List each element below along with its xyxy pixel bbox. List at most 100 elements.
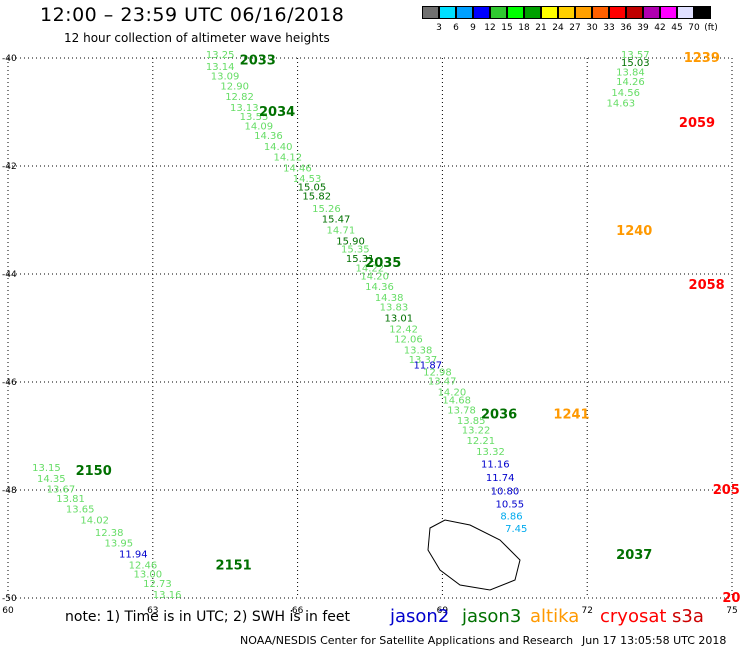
swh-value: 13.14 <box>206 62 235 73</box>
swh-value: 14.26 <box>616 77 645 88</box>
color-scale-label: 18 <box>518 23 530 33</box>
swh-value: 11.74 <box>486 473 515 484</box>
swh-value: 13.13 <box>230 103 259 114</box>
swh-value: 14.12 <box>273 153 302 164</box>
y-tick-label: -48 <box>2 486 17 496</box>
color-scale-label: 70 <box>688 23 700 33</box>
swh-value: 14.22 <box>356 263 385 274</box>
x-tick-label: 66 <box>292 606 304 616</box>
pass-time-label: 2034 <box>259 105 295 120</box>
x-tick-label: 63 <box>147 606 158 616</box>
swh-value: 14.46 <box>283 163 312 174</box>
swh-value: 13.84 <box>616 67 645 78</box>
y-tick-label: -50 <box>2 594 17 604</box>
swh-value: 11.16 <box>481 459 510 470</box>
swh-value: 13.22 <box>462 425 491 436</box>
swh-value: 15.47 <box>322 215 351 226</box>
swh-value: 14.36 <box>254 131 283 142</box>
swh-value: 13.01 <box>384 314 413 325</box>
legend-s3a: s3a <box>672 606 704 627</box>
color-scale-label: 39 <box>637 23 649 33</box>
swh-value: 13.15 <box>32 463 61 474</box>
pass-time-label: 205 <box>722 591 740 606</box>
y-tick-label: -42 <box>2 162 17 172</box>
pass-time-label: 2058 <box>689 278 725 293</box>
swh-value: 15.82 <box>302 191 331 202</box>
swh-value: 14.68 <box>442 396 471 407</box>
swh-value: 12.98 <box>423 368 452 379</box>
page-subtitle: 12 hour collection of altimeter wave hei… <box>64 31 330 45</box>
pass-time-label: 1239 <box>684 51 720 66</box>
x-tick-label: 60 <box>2 606 14 616</box>
y-tick-label: -46 <box>2 378 17 388</box>
color-swatch <box>524 6 541 19</box>
swh-value: 12.46 <box>129 560 158 571</box>
color-swatch <box>473 6 490 19</box>
color-scale-label: 33 <box>603 23 615 33</box>
swh-value: 11.94 <box>119 550 148 561</box>
color-swatch <box>626 6 643 19</box>
swh-value: 13.95 <box>105 539 134 550</box>
color-swatch <box>592 6 609 19</box>
color-scale-label: 24 <box>552 23 564 33</box>
pass-time-label: 2057 <box>713 483 740 498</box>
swh-value: 14.09 <box>245 121 274 132</box>
color-scale-label: 6 <box>453 23 459 33</box>
footer-credit: NOAA/NESDIS Center for Satellite Applica… <box>240 634 574 647</box>
swh-value: 14.36 <box>365 282 394 293</box>
color-swatch <box>507 6 524 19</box>
swh-value: 13.25 <box>206 50 235 61</box>
pass-time-label: 1241 <box>553 407 589 422</box>
color-swatch <box>541 6 558 19</box>
swh-value: 14.71 <box>327 226 356 237</box>
legend-jason2: jason2 <box>390 606 450 627</box>
swh-value: 15.05 <box>298 182 327 193</box>
swh-value: 13.57 <box>621 50 650 61</box>
legend-jason3: jason3 <box>462 606 522 627</box>
swh-value: 10.80 <box>491 486 520 497</box>
color-swatch <box>609 6 626 19</box>
swh-value: 14.35 <box>37 474 66 485</box>
pass-time-label: 2059 <box>679 116 715 131</box>
swh-value: 13.16 <box>153 590 182 601</box>
swh-value: 13.37 <box>409 355 438 366</box>
pass-time-label: 1240 <box>616 224 652 239</box>
swh-value: 13.67 <box>47 485 76 496</box>
color-swatch <box>422 6 439 19</box>
pass-time-label: 2151 <box>216 559 252 574</box>
color-scale-label: 36 <box>620 23 632 33</box>
color-scale-label: 3 <box>436 23 442 33</box>
swh-value: 14.56 <box>611 88 640 99</box>
swh-value: 15.31 <box>346 254 375 265</box>
swh-value: 14.40 <box>264 142 293 153</box>
color-scale-label: 9 <box>470 23 476 33</box>
swh-value: 13.83 <box>380 303 409 314</box>
pass-time-label: 2033 <box>240 54 276 69</box>
color-scale-label: 27 <box>569 23 581 33</box>
swh-value: 10.55 <box>495 499 524 510</box>
swh-value: 12.82 <box>225 92 254 103</box>
color-swatch <box>677 6 694 19</box>
legend-cryosat: cryosat <box>600 606 667 627</box>
swh-value: 13.78 <box>447 405 476 416</box>
pass-time-label: 2037 <box>616 548 652 563</box>
y-tick-label: -44 <box>2 270 17 280</box>
swh-value: 14.20 <box>360 271 389 282</box>
island-outline <box>427 519 521 591</box>
x-tick-label: 75 <box>726 606 737 616</box>
swh-value: 15.90 <box>336 236 365 247</box>
y-tick-label: -40 <box>2 54 17 64</box>
page-title: 12:00 – 23:59 UTC 06/16/2018 <box>40 4 345 26</box>
swh-value: 13.47 <box>428 377 457 388</box>
swh-value: 12.42 <box>389 324 418 335</box>
pass-time-label: 2035 <box>365 256 401 271</box>
color-scale-label: 45 <box>671 23 683 33</box>
swh-value: 13.55 <box>240 112 269 123</box>
swh-value: 13.09 <box>211 72 240 83</box>
color-swatch <box>643 6 660 19</box>
color-scale-label: 12 <box>484 23 496 33</box>
pass-time-label: 2150 <box>76 464 112 479</box>
swh-value: 13.32 <box>476 447 505 458</box>
color-scale-label: 21 <box>535 23 547 33</box>
swh-value: 12.38 <box>95 528 124 539</box>
